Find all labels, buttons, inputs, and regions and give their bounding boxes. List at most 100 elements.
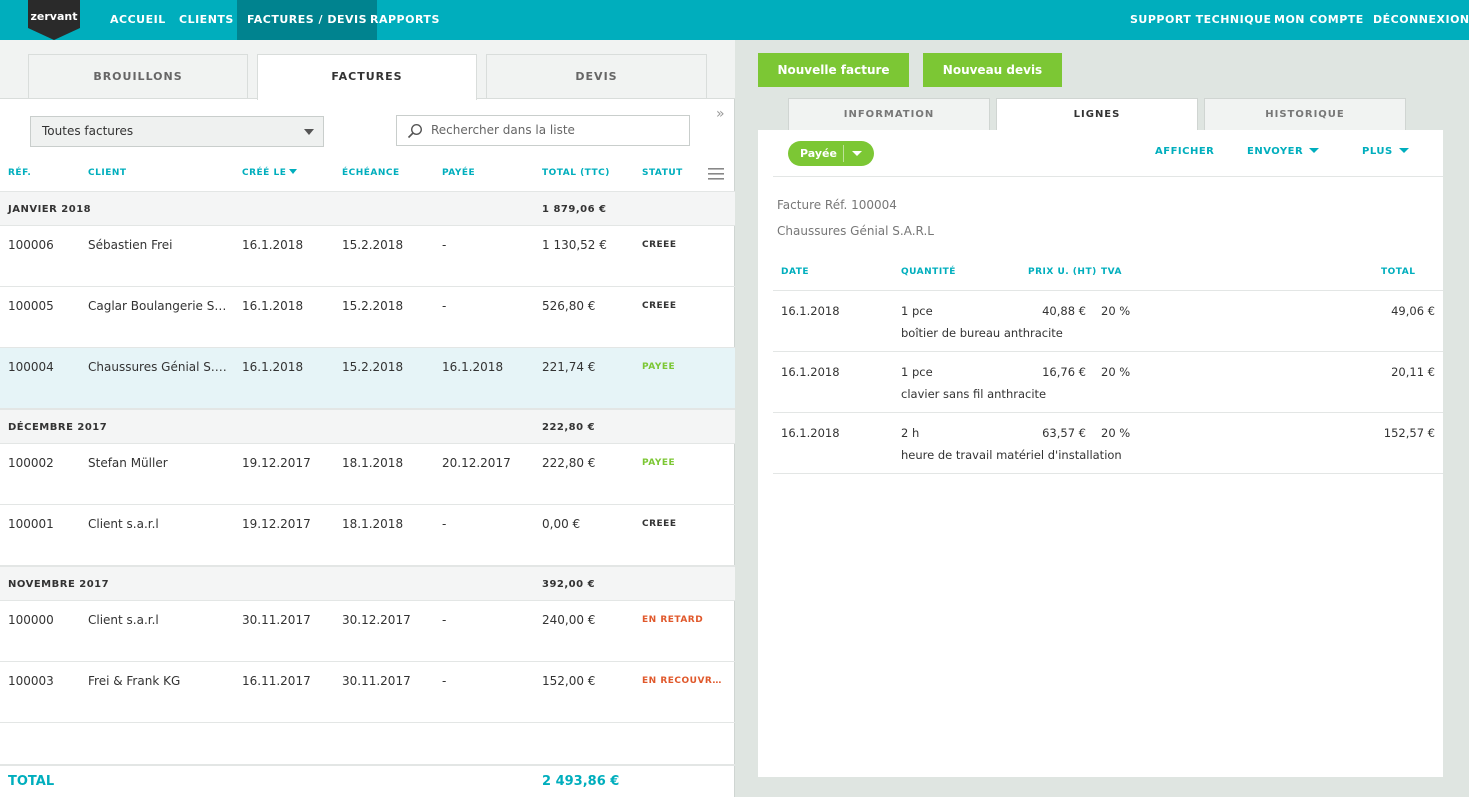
cell-created: 16.11.2017 [242, 674, 311, 688]
status-badge: PAYÉE [642, 362, 676, 372]
line-item[interactable]: 16.1.2018 1 pce clavier sans fil anthrac… [773, 352, 1443, 413]
col-created[interactable]: CRÉÉ LE [242, 168, 298, 178]
nav-deconnexion[interactable]: DÉCONNEXION [1373, 13, 1469, 26]
cell-ref: 100006 [8, 238, 54, 252]
line-date: 16.1.2018 [781, 426, 840, 440]
line-price: 40,88 € [1042, 304, 1086, 318]
chevron-down-icon [852, 151, 862, 156]
line-date: 16.1.2018 [781, 304, 840, 318]
group-header: DÉCEMBRE 2017 222,80 € [0, 409, 735, 444]
invoice-filter-select[interactable]: Toutes factures [30, 116, 324, 147]
cell-client: Client s.a.r.l [88, 613, 159, 627]
cell-created: 19.12.2017 [242, 517, 311, 531]
group-label: JANVIER 2018 [8, 204, 92, 215]
divider [773, 176, 1443, 177]
tab-historique[interactable]: HISTORIQUE [1204, 98, 1406, 130]
cell-ref: 100000 [8, 613, 54, 627]
status-badge: PAYÉE [642, 458, 676, 468]
line-vat: 20 % [1101, 426, 1131, 440]
total-value: 2 493,86 € [542, 774, 620, 789]
cell-ref: 100001 [8, 517, 54, 531]
status-badge: CRÉÉE [642, 240, 677, 250]
cell-created: 30.11.2017 [242, 613, 311, 627]
search-input[interactable]: Rechercher dans la liste [396, 115, 690, 146]
column-menu-icon[interactable] [708, 168, 724, 180]
line-price: 63,57 € [1042, 426, 1086, 440]
pill-divider [843, 145, 844, 162]
table-row[interactable]: 100001 Client s.a.r.l 19.12.2017 18.1.20… [0, 505, 735, 566]
line-desc: heure de travail matériel d'installation [901, 448, 1122, 462]
tab-factures[interactable]: FACTURES [257, 54, 477, 100]
tab-brouillons[interactable]: BROUILLONS [28, 54, 248, 98]
line-col-qty: QUANTITÉ [901, 267, 956, 277]
col-client[interactable]: CLIENT [88, 168, 127, 178]
cell-paid: - [442, 517, 447, 531]
cell-total: 1 130,52 € [542, 238, 607, 252]
new-invoice-button[interactable]: Nouvelle facture [758, 53, 909, 87]
nav-support[interactable]: SUPPORT TECHNIQUE [1130, 13, 1272, 26]
table-row[interactable]: 100003 Frei & Frank KG 16.11.2017 30.11.… [0, 662, 735, 723]
table-row[interactable]: 100005 Caglar Boulangerie S.A.R.L 16.1.2… [0, 287, 735, 348]
group-total: 392,00 € [542, 579, 596, 590]
chevron-down-icon [1309, 148, 1320, 153]
nav-mon-compte[interactable]: MON COMPTE [1274, 13, 1364, 26]
cell-due: 15.2.2018 [342, 238, 404, 252]
cell-due: 15.2.2018 [342, 360, 404, 374]
line-desc: boîtier de bureau anthracite [901, 326, 1063, 340]
group-total: 222,80 € [542, 422, 596, 433]
tab-lignes[interactable]: LIGNES [996, 98, 1198, 131]
svg-text:zervant: zervant [31, 10, 78, 23]
filter-value: Toutes factures [42, 124, 134, 138]
table-row-selected[interactable]: 100004 Chaussures Génial S.A.R.L 16.1.20… [0, 348, 735, 409]
cell-created: 16.1.2018 [242, 360, 304, 374]
line-vat: 20 % [1101, 304, 1131, 318]
line-item[interactable]: 16.1.2018 2 h heure de travail matériel … [773, 413, 1443, 474]
zervant-logo[interactable]: zervant [28, 0, 80, 40]
top-navbar: zervant ACCUEIL CLIENTS FACTURES / DEVIS… [0, 0, 1469, 40]
status-badge: CRÉÉE [642, 301, 677, 311]
cell-due: 15.2.2018 [342, 299, 404, 313]
chevron-down-icon [304, 129, 314, 135]
sort-desc-icon [289, 169, 298, 174]
status-badge: CRÉÉE [642, 519, 677, 529]
nav-factures-devis[interactable]: FACTURES / DEVIS [237, 0, 378, 40]
envoyer-button[interactable]: ENVOYER [1247, 146, 1320, 157]
col-paid[interactable]: PAYÉE [442, 168, 476, 178]
cell-paid: - [442, 238, 447, 252]
afficher-button[interactable]: AFFICHER [1155, 146, 1215, 157]
status-badge: EN RECOUVREMENT [642, 676, 724, 686]
nav-clients[interactable]: CLIENTS [179, 13, 234, 26]
plus-button[interactable]: PLUS [1362, 146, 1409, 157]
col-ref[interactable]: RÉF. [8, 168, 32, 178]
line-qty: 1 pce [901, 304, 933, 318]
line-col-date: DATE [781, 267, 810, 277]
cell-due: 30.12.2017 [342, 613, 411, 627]
line-total: 20,11 € [1391, 365, 1435, 379]
group-header: NOVEMBRE 2017 392,00 € [0, 566, 735, 601]
expand-double-chevron-icon[interactable]: » [716, 106, 725, 122]
col-due[interactable]: ÉCHÉANCE [342, 168, 400, 178]
line-total: 152,57 € [1383, 426, 1435, 440]
invoice-client-name: Chaussures Génial S.A.R.L [777, 224, 934, 238]
cell-client: Sébastien Frei [88, 238, 173, 252]
col-total[interactable]: TOTAL (TTC) [542, 168, 610, 178]
cell-paid: - [442, 299, 447, 313]
table-row[interactable]: 100000 Client s.a.r.l 30.11.2017 30.12.2… [0, 601, 735, 662]
cell-ref: 100005 [8, 299, 54, 313]
tab-devis[interactable]: DEVIS [486, 54, 707, 98]
line-item[interactable]: 16.1.2018 1 pce boîtier de bureau anthra… [773, 291, 1443, 352]
cell-total: 221,74 € [542, 360, 596, 374]
nav-rapports[interactable]: RAPPORTS [370, 13, 440, 26]
cell-total: 0,00 € [542, 517, 581, 531]
cell-total: 526,80 € [542, 299, 596, 313]
new-quote-button[interactable]: Nouveau devis [923, 53, 1062, 87]
col-status[interactable]: STATUT [642, 168, 683, 178]
nav-accueil[interactable]: ACCUEIL [110, 13, 166, 26]
cell-due: 30.11.2017 [342, 674, 411, 688]
table-row[interactable]: 100002 Stefan Müller 19.12.2017 18.1.201… [0, 444, 735, 505]
status-dropdown-button[interactable]: Payée [788, 141, 874, 166]
list-tabs: BROUILLONS FACTURES DEVIS [0, 40, 735, 100]
cell-created: 16.1.2018 [242, 299, 304, 313]
table-row[interactable]: 100006 Sébastien Frei 16.1.2018 15.2.201… [0, 226, 735, 287]
tab-information[interactable]: INFORMATION [788, 98, 990, 130]
